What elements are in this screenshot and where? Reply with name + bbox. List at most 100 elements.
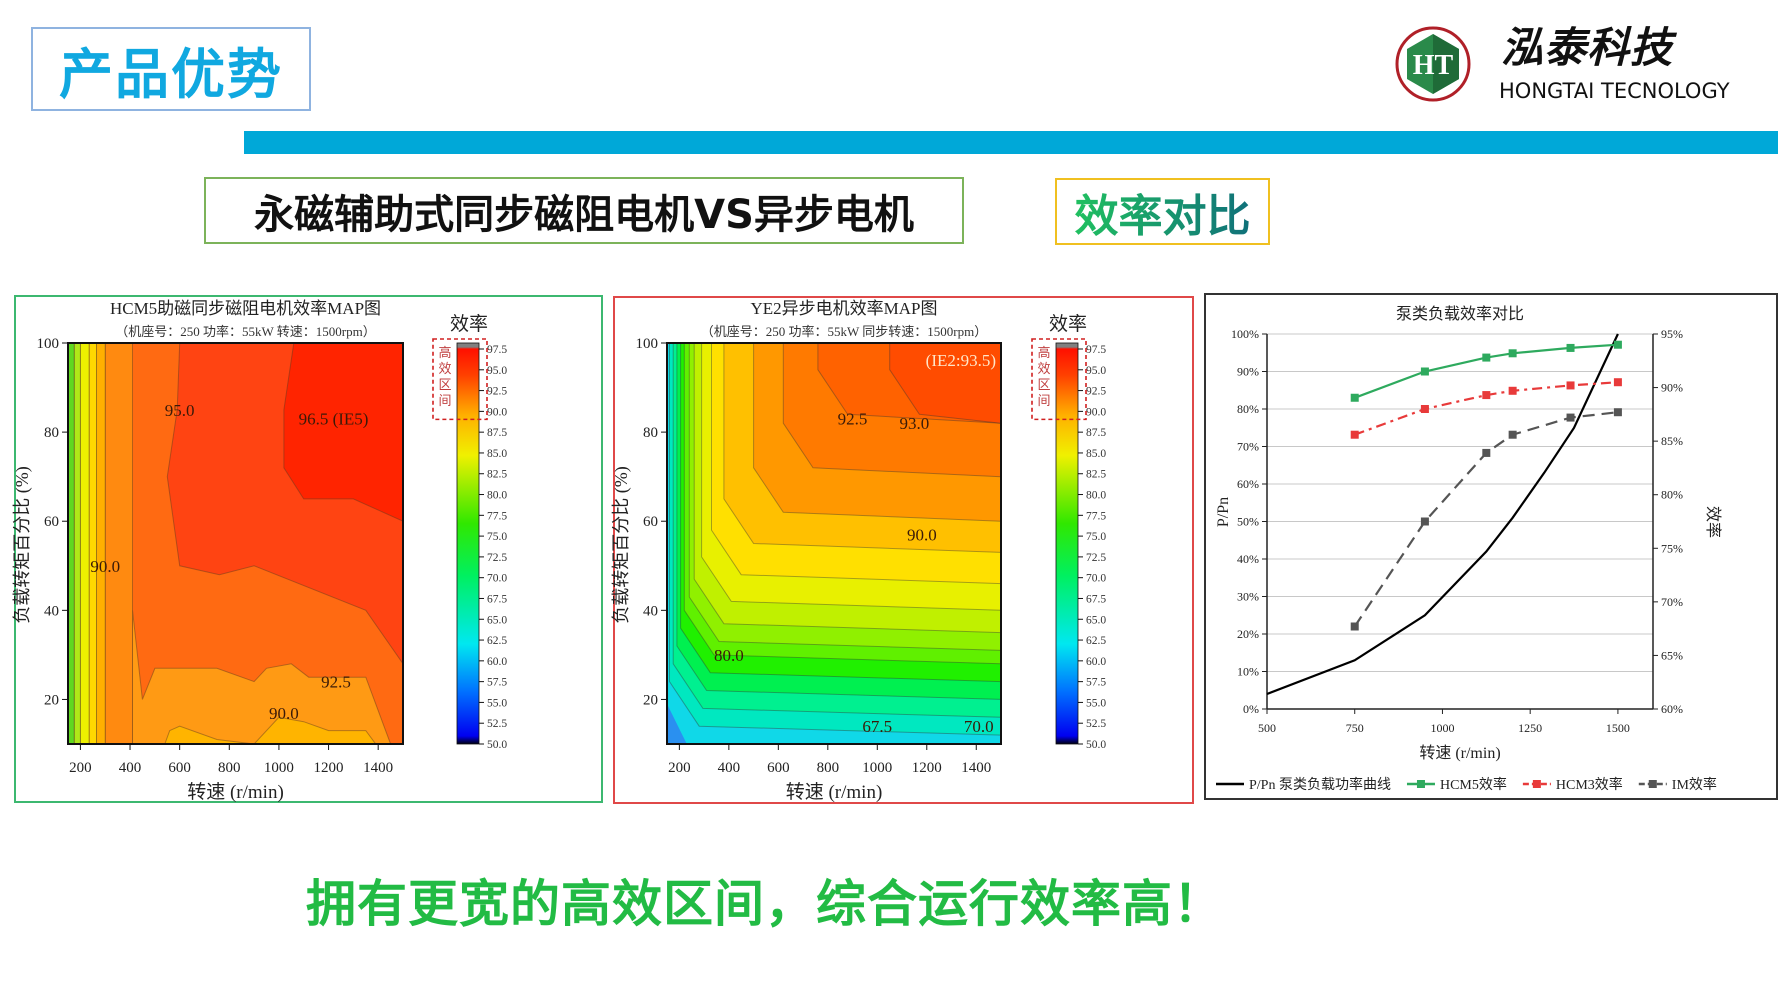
y-right-tick-label: 90% <box>1661 381 1683 395</box>
colorbar-tick-label: 72.5 <box>1086 552 1106 564</box>
efficiency-heading: 效率对比 <box>1075 180 1251 244</box>
series-point-2 <box>1350 430 1359 439</box>
x-tick-label: 600 <box>168 760 191 776</box>
colorbar-tick-label: 77.5 <box>1086 510 1106 522</box>
y-right-tick-label: 85% <box>1661 434 1683 448</box>
colorbar-tick-label: 70.0 <box>487 573 507 585</box>
y-left-tick-label: 20% <box>1237 627 1259 641</box>
colorbar-tick-label: 57.5 <box>1086 677 1106 689</box>
colorbar-tick-label: 70.0 <box>1086 573 1106 585</box>
colorbar-tick-label: 97.5 <box>1086 344 1106 356</box>
x-tick-label: 600 <box>767 760 790 776</box>
legend-marker <box>1416 780 1425 788</box>
colorbar-tick-label: 75.0 <box>1086 531 1106 543</box>
contour-region-88 <box>253 716 377 744</box>
x-tick-label: 1250 <box>1518 721 1542 735</box>
series-point-3 <box>1613 408 1622 417</box>
contour-region-80 <box>73 343 81 744</box>
colorbar-tick-label: 50.0 <box>487 739 507 751</box>
comparison-heading-box: 永磁辅助式同步磁阻电机VS异步电机 <box>204 177 964 244</box>
legend-marker <box>1648 780 1657 788</box>
colorbar-tick-label: 55.0 <box>487 697 507 709</box>
series-point-3 <box>1566 413 1575 422</box>
legend-label: IM效率 <box>1672 776 1717 793</box>
colorbar-tick-label: 90.0 <box>1086 406 1106 418</box>
series-point-1 <box>1508 349 1517 358</box>
colorbar-tick-label: 52.5 <box>487 718 507 730</box>
y-right-tick-label: 65% <box>1661 648 1683 662</box>
y-tick-label: 60 <box>643 514 658 530</box>
y-left-tick-label: 30% <box>1237 590 1259 604</box>
x-tick-label: 1500 <box>1606 721 1630 735</box>
y-axis-label: 负载转矩百分比 (%) <box>12 466 33 623</box>
contour-label: 93.0 <box>900 414 930 433</box>
colorbar-tick-label: 92.5 <box>487 386 507 398</box>
logo-emblem-icon: HT <box>1395 26 1471 102</box>
contour-label: 90.0 <box>907 526 937 545</box>
map-plot-border <box>67 342 404 745</box>
colorbar-tick-label: 92.5 <box>1086 386 1106 398</box>
page-title: 产品优势 <box>59 42 283 106</box>
x-tick-label: 200 <box>668 760 691 776</box>
colorbar-tick-label: 52.5 <box>1086 718 1106 730</box>
contour-label: 92.5 <box>838 410 868 429</box>
colorbar-tick-label: 65.0 <box>1086 614 1106 626</box>
series-point-1 <box>1482 353 1491 362</box>
hcm5-efficiency-map: HCM5助磁同步磁阻电机效率MAP图 （机座号：250 功率：55kW 转速：15… <box>12 299 507 803</box>
series-point-3 <box>1350 622 1359 631</box>
x-tick-label: 1200 <box>314 760 344 776</box>
logo-text-en: HONGTAI TECNOLOGY <box>1499 79 1730 103</box>
contour-label: 95.0 <box>165 401 195 420</box>
colorbar-tick-label: 95.0 <box>487 365 507 377</box>
map-title: YE2异步电机效率MAP图 <box>750 299 937 318</box>
comparison-heading: 永磁辅助式同步磁阻电机VS异步电机 <box>254 191 914 238</box>
contour-label: 90.0 <box>90 557 120 576</box>
logo-text-cn: 泓泰科技 <box>1501 23 1674 72</box>
contour-region-90 <box>132 610 392 744</box>
x-tick-label: 800 <box>218 760 241 776</box>
colorbar-tick-label: 85.0 <box>1086 448 1106 460</box>
contour-label: 80.0 <box>714 646 744 665</box>
x-axis-label: 转速 (r/min) <box>786 781 883 803</box>
colorbar-tick-label: 87.5 <box>487 427 507 439</box>
colorbar-tick-label: 80.0 <box>1086 490 1106 502</box>
legend-marker <box>1532 780 1541 788</box>
map-subtitle: （机座号：250 功率：55kW 同步转速：1500rpm） <box>701 324 987 339</box>
x-tick-label: 400 <box>718 760 741 776</box>
series-line-0 <box>1266 333 1619 696</box>
colorbar-tick-label: 95.0 <box>1086 365 1106 377</box>
map-plot-border <box>666 342 1002 745</box>
y-left-tick-label: 0% <box>1243 702 1259 716</box>
y-left-axis-label: P/Pn <box>1215 497 1232 527</box>
y-tick-label: 100 <box>37 336 60 352</box>
y-left-tick-label: 50% <box>1237 515 1259 529</box>
x-axis-label: 转速 (r/min) <box>1419 744 1500 762</box>
y-right-tick-label: 95% <box>1661 327 1683 341</box>
y-left-tick-label: 70% <box>1237 440 1259 454</box>
company-logo: HT 泓泰科技 HONGTAI TECNOLOGY <box>1383 24 1763 108</box>
y-tick-label: 100 <box>636 336 659 352</box>
header-divider-bar <box>244 131 1778 154</box>
series-point-3 <box>1508 430 1517 439</box>
summary-slogan: 拥有更宽的高效区间，综合运行效率高！ <box>306 875 1224 933</box>
high-efficiency-zone-box <box>432 338 488 421</box>
colorbar <box>456 342 480 745</box>
y-axis-label: 负载转矩百分比 (%) <box>611 466 632 623</box>
contour-region-82.5 <box>79 343 90 744</box>
y-tick-label: 20 <box>643 692 658 708</box>
map-plot-area <box>667 343 1001 744</box>
legend-item: HCM3效率 <box>1522 776 1623 793</box>
colorbar-tick-label: 72.5 <box>487 552 507 564</box>
ie2-annotation: (IE2:93.5) <box>926 351 996 370</box>
colorbar-tick-label: 75.0 <box>487 531 507 543</box>
series-point-3 <box>1482 448 1491 457</box>
contour-region-92.5 <box>104 343 133 744</box>
contour-label: 96.5 (IE5) <box>299 410 369 429</box>
x-tick-label: 500 <box>1258 721 1276 735</box>
x-tick-label: 200 <box>69 760 92 776</box>
legend-label: HCM5效率 <box>1440 776 1507 793</box>
colorbar-tick-label: 97.5 <box>487 344 507 356</box>
pump-load-efficiency-chart: 泵类负载效率对比 0% 10% 20% 30% 40% 50% 60% 70% 80% 90% 100… <box>1215 305 1722 793</box>
svg-text:HT: HT <box>1413 50 1454 81</box>
